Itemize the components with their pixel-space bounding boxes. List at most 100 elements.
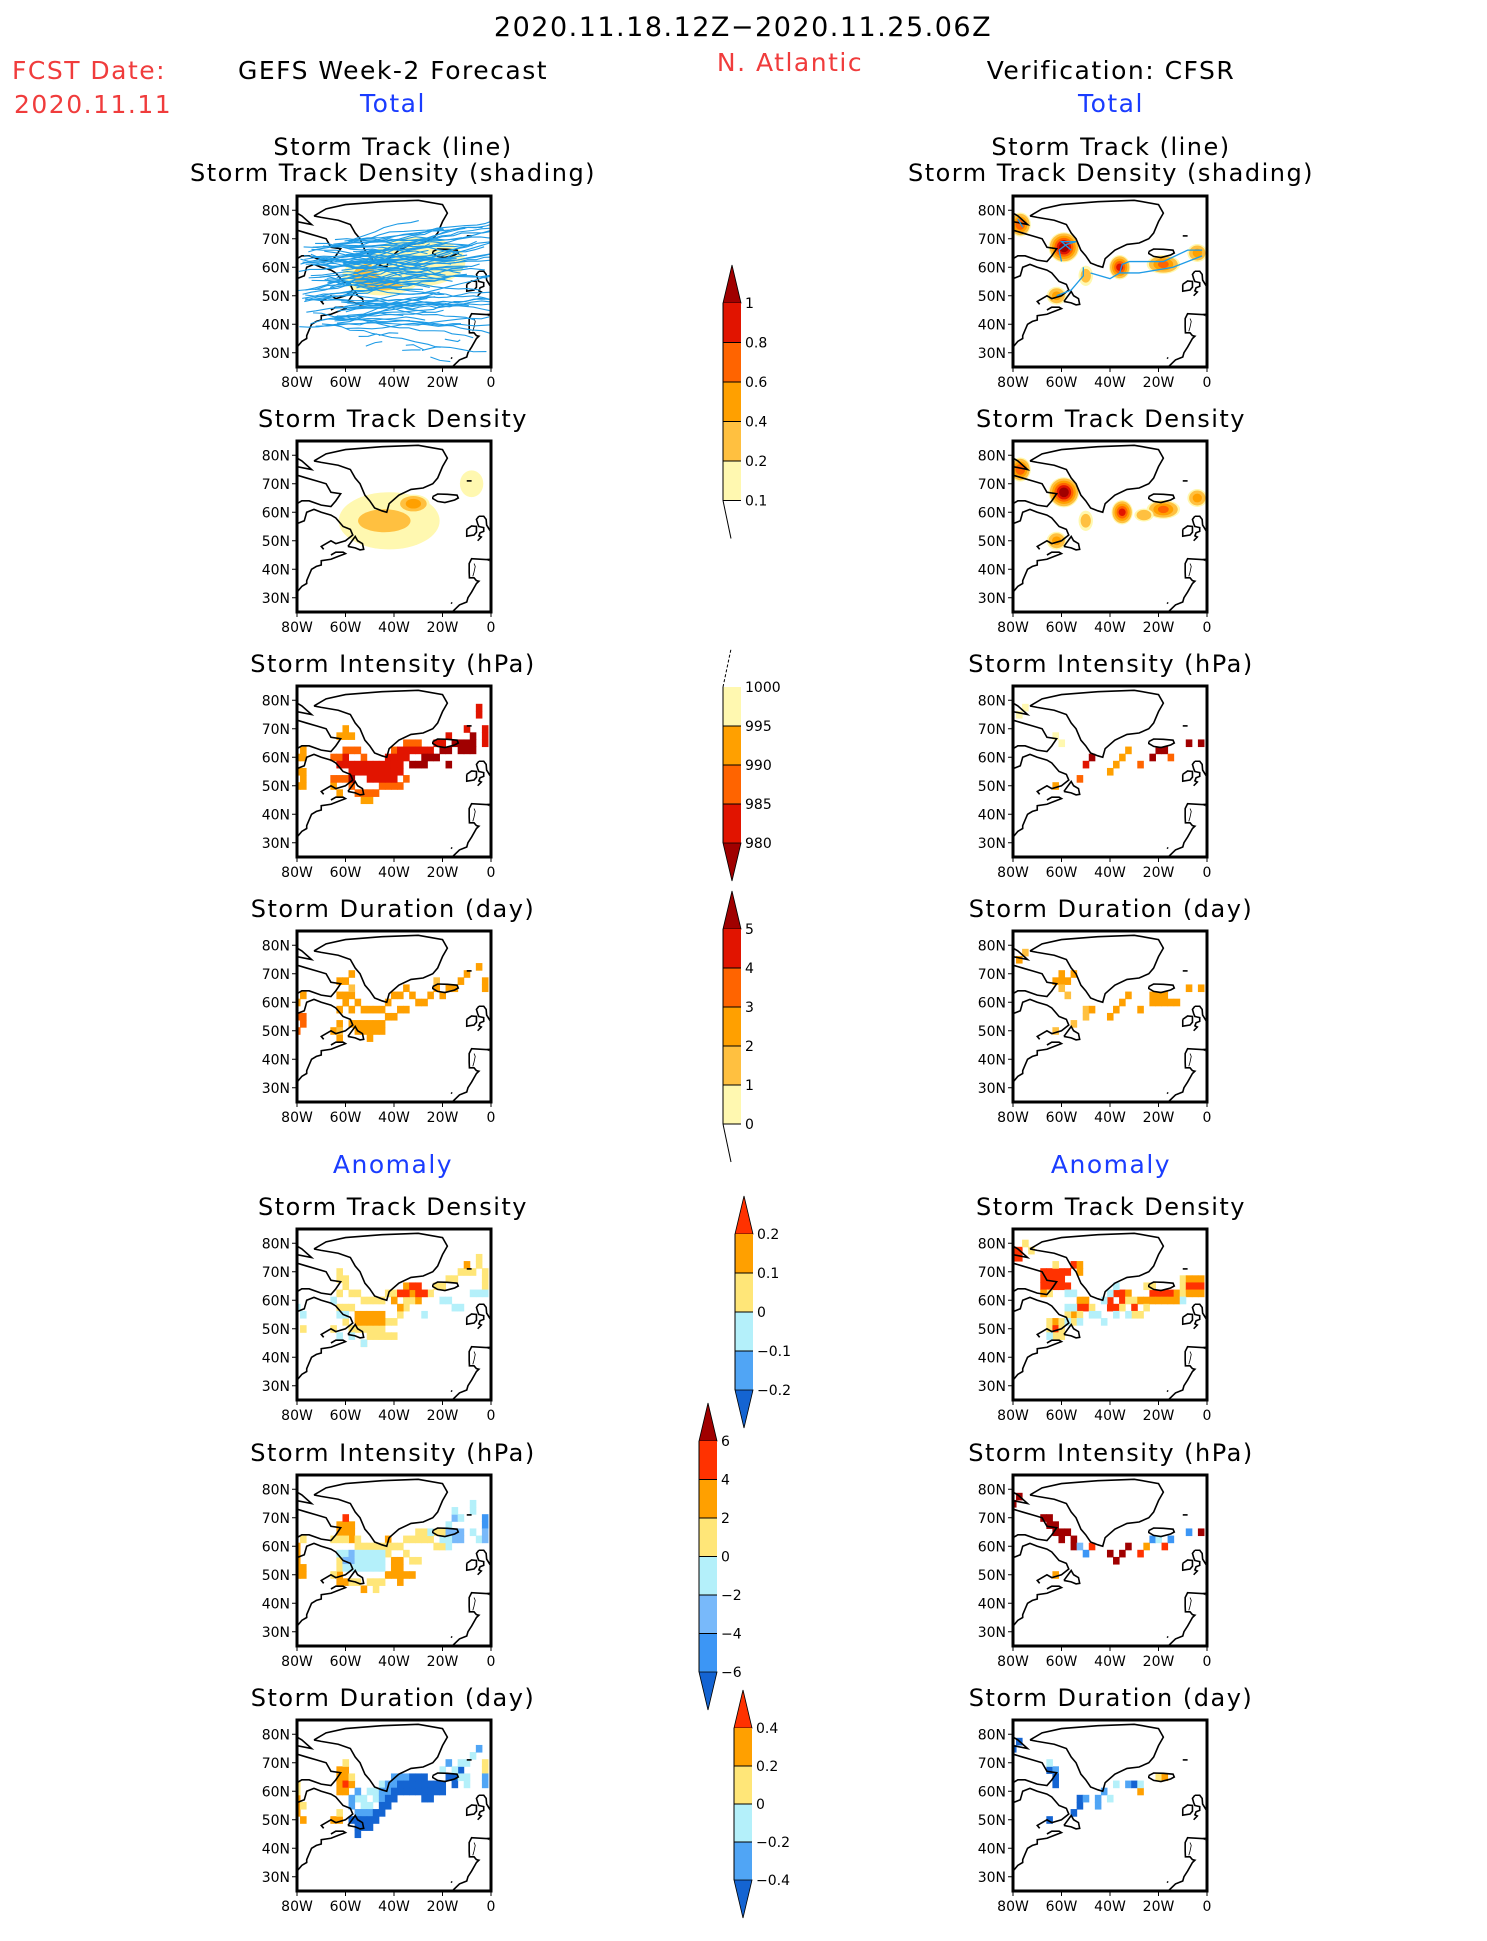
lat-tick-label: 60N	[978, 260, 1006, 276]
lat-tick-label: 60N	[262, 260, 290, 276]
grid-cell	[361, 1318, 368, 1326]
lat-tick-label: 30N	[262, 1379, 290, 1395]
grid-cell	[342, 1773, 349, 1781]
grid-cell	[379, 1795, 386, 1803]
lon-tick-label: 80W	[281, 865, 313, 881]
grid-cell	[421, 754, 428, 762]
grid-cell	[1186, 1275, 1193, 1283]
colorbar-segment	[723, 765, 741, 804]
grid-cell	[373, 1557, 380, 1565]
map-frame	[1013, 1475, 1207, 1646]
grid-cell	[391, 775, 398, 783]
period-title: 2020.11.18.12Z−2020.11.25.06Z	[494, 12, 992, 43]
colorbar-segment	[735, 1273, 753, 1312]
grid-cell	[355, 1830, 362, 1838]
grid-cell	[385, 1332, 392, 1340]
lat-tick-label: 70N	[262, 1756, 290, 1772]
grid-cell	[1083, 761, 1090, 769]
grid-cell	[1083, 1006, 1090, 1014]
grid-cell	[373, 1809, 380, 1817]
grid-cell	[1143, 1297, 1150, 1305]
grid-cell	[379, 1020, 386, 1028]
grid-cell	[342, 1564, 349, 1572]
colorbar-segment	[723, 1046, 741, 1085]
grid-cell	[1095, 1311, 1102, 1319]
grid-cell	[1174, 999, 1181, 1007]
colorbar-top-arrow	[723, 265, 741, 303]
grid-cell	[476, 1745, 483, 1753]
grid-cell	[379, 1781, 386, 1789]
colorbar-label: 990	[745, 758, 772, 774]
grid-cell	[336, 1034, 343, 1042]
lat-tick-label: 60N	[262, 995, 290, 1011]
grid-cell	[1125, 1311, 1132, 1319]
grid-cell	[403, 1781, 410, 1789]
grid-cell	[403, 747, 410, 755]
lat-tick-label: 30N	[978, 1081, 1006, 1097]
grid-cell	[1071, 1543, 1078, 1551]
grid-cell	[470, 1290, 477, 1298]
lon-tick-label: 0	[1203, 865, 1212, 881]
grid-cell	[355, 761, 362, 769]
grid-cell	[476, 1536, 483, 1544]
grid-cell	[379, 1027, 386, 1035]
panel-title-verification-anom-density: Storm Track Density	[976, 1193, 1246, 1221]
density-contour	[1119, 508, 1126, 516]
grid-cell	[397, 768, 404, 776]
colorbar-segment	[723, 382, 741, 422]
grid-cell	[403, 1550, 410, 1558]
grid-cell	[446, 1759, 453, 1767]
grid-cell	[1131, 1304, 1138, 1312]
grid-cell	[397, 1311, 404, 1319]
grid-cell	[1125, 1781, 1132, 1789]
colorbar-label: 980	[745, 836, 772, 852]
grid-cell	[1113, 1304, 1120, 1312]
grid-cell	[397, 1290, 404, 1298]
lon-tick-label: 80W	[281, 375, 313, 391]
grid-cell	[1137, 1781, 1144, 1789]
grid-cell	[1186, 1528, 1193, 1536]
grid-cell	[403, 1006, 410, 1014]
ensemble-track-line	[359, 334, 377, 337]
grid-cell	[342, 725, 349, 733]
grid-cell	[446, 761, 453, 769]
lon-tick-label: 60W	[330, 375, 362, 391]
colorbar-segment	[699, 1518, 717, 1557]
region-label: N. Atlantic	[717, 48, 863, 77]
grid-cell	[1058, 1536, 1065, 1544]
colorbar-segment	[723, 687, 741, 726]
grid-cell	[1137, 761, 1144, 769]
grid-cell	[1180, 1297, 1187, 1305]
lon-tick-label: 20W	[1143, 375, 1175, 391]
grid-cell	[1186, 1290, 1193, 1298]
lat-tick-label: 40N	[978, 807, 1006, 823]
lat-tick-label: 80N	[262, 448, 290, 464]
grid-cell	[397, 754, 404, 762]
grid-cell	[1125, 1290, 1132, 1298]
grid-cell	[458, 1514, 465, 1522]
grid-cell	[1071, 1304, 1078, 1312]
lon-tick-label: 80W	[997, 375, 1029, 391]
grid-cell	[367, 1788, 374, 1796]
colorbar-top-arrow	[699, 1403, 717, 1441]
grid-cell	[336, 775, 343, 783]
grid-cell	[1065, 1282, 1072, 1290]
grid-cell	[367, 1802, 374, 1810]
grid-cell	[482, 1514, 489, 1522]
grid-cell	[342, 1759, 349, 1767]
grid-cell	[391, 782, 398, 790]
grid-cell	[1137, 1788, 1144, 1796]
grid-cell	[1131, 1297, 1138, 1305]
grid-cell	[349, 992, 356, 1000]
grid-cell	[300, 1564, 307, 1572]
lat-tick-label: 40N	[978, 1841, 1006, 1857]
grid-cell	[397, 1781, 404, 1789]
ensemble-track-line	[379, 333, 398, 336]
grid-cell	[1058, 1268, 1065, 1276]
grid-cell	[367, 1823, 374, 1831]
grid-cell	[336, 1536, 343, 1544]
grid-cell	[482, 732, 489, 740]
grid-cell	[482, 977, 489, 985]
grid-cell	[1052, 1332, 1059, 1340]
